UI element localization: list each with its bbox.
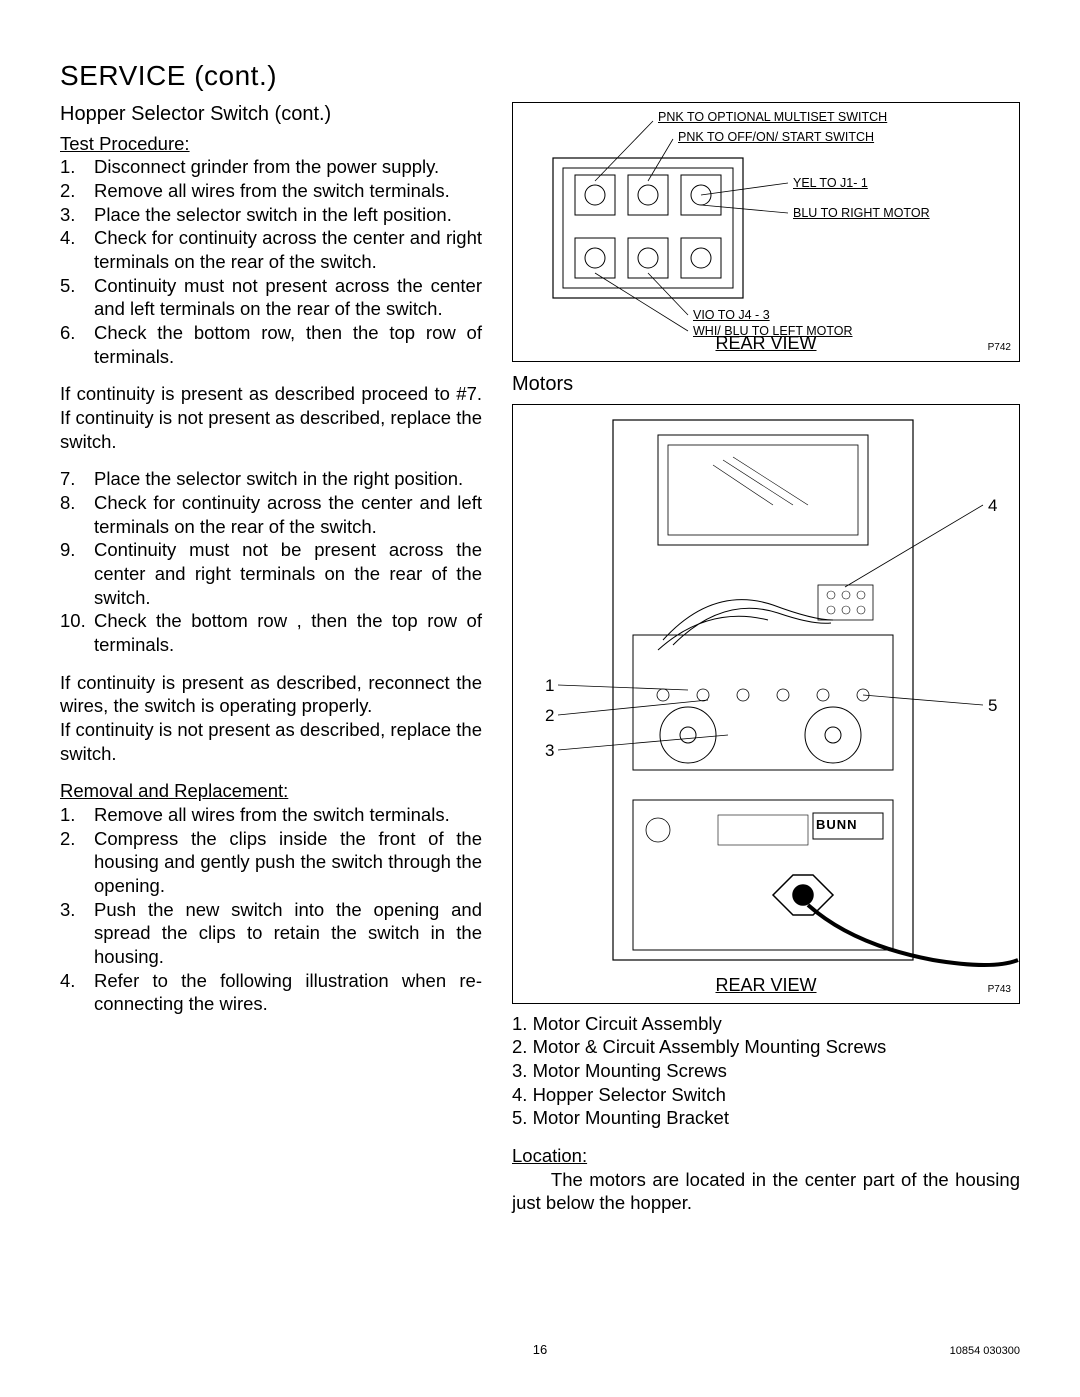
switch-rear-view-figure: PNK TO OPTIONAL MULTISET SWITCH PNK TO O… bbox=[512, 102, 1020, 362]
step-num: 8. bbox=[60, 491, 94, 538]
step-num: 5. bbox=[60, 274, 94, 321]
motor-parts-list: 1. Motor Circuit Assembly 2. Motor & Cir… bbox=[512, 1012, 1020, 1130]
figure1-id: P742 bbox=[988, 342, 1011, 355]
callout-1: 1 bbox=[545, 675, 554, 697]
wire-label-vio: VIO TO J4 - 3 bbox=[693, 307, 770, 323]
wire-label-blu: BLU TO RIGHT MOTOR bbox=[793, 205, 930, 221]
test-steps-b: 7.Place the selector switch in the right… bbox=[60, 467, 482, 656]
figure2-id: P743 bbox=[988, 984, 1011, 997]
step-text: Refer to the following illustration when… bbox=[94, 969, 482, 1016]
step-text: Push the new switch into the opening and… bbox=[94, 898, 482, 969]
step-text: Check for continuity across the center a… bbox=[94, 226, 482, 273]
wire-label-pnk-multiset: PNK TO OPTIONAL MULTISET SWITCH bbox=[658, 109, 887, 125]
callout-5: 5 bbox=[988, 695, 997, 717]
callout-3: 3 bbox=[545, 740, 554, 762]
step-text: Check the bottom row, then the top row o… bbox=[94, 321, 482, 368]
step-text: Place the selector switch in the left po… bbox=[94, 203, 482, 227]
brand-logo: BUNN bbox=[816, 817, 858, 834]
test-procedure-label: Test Procedure: bbox=[60, 132, 482, 156]
step-num: 6. bbox=[60, 321, 94, 368]
motor-list-item: 5. Motor Mounting Bracket bbox=[512, 1106, 1020, 1130]
step-num: 3. bbox=[60, 898, 94, 969]
callout-2: 2 bbox=[545, 705, 554, 727]
step-text: Check the bottom row , then the top row … bbox=[94, 609, 482, 656]
step-num: 1. bbox=[60, 155, 94, 179]
motor-list-item: 4. Hopper Selector Switch bbox=[512, 1083, 1020, 1107]
motor-list-item: 3. Motor Mounting Screws bbox=[512, 1059, 1020, 1083]
service-manual-page: SERVICE (cont.) Hopper Selector Switch (… bbox=[0, 0, 1080, 1397]
page-number: 16 bbox=[533, 1342, 547, 1357]
step-text: Compress the clips inside the front of t… bbox=[94, 827, 482, 898]
figure1-caption: REAR VIEW bbox=[715, 332, 816, 355]
step-num: 4. bbox=[60, 969, 94, 1016]
section-subhead: Hopper Selector Switch (cont.) bbox=[60, 102, 482, 128]
step-text: Continuity must not be present across th… bbox=[94, 538, 482, 609]
step-num: 4. bbox=[60, 226, 94, 273]
document-id: 10854 030300 bbox=[950, 1345, 1020, 1357]
grinder-rear-view-figure: BUNN 1 2 3 4 5 REAR VIEW P743 bbox=[512, 404, 1020, 1004]
page-title: SERVICE (cont.) bbox=[60, 60, 1020, 92]
end-para-1: If continuity is present as described, r… bbox=[60, 671, 482, 718]
figure2-caption: REAR VIEW bbox=[715, 974, 816, 997]
left-column: Hopper Selector Switch (cont.) Test Proc… bbox=[60, 102, 482, 1215]
step-num: 3. bbox=[60, 203, 94, 227]
step-num: 1. bbox=[60, 803, 94, 827]
location-text: The motors are located in the center par… bbox=[512, 1168, 1020, 1215]
step-text: Continuity must not present across the c… bbox=[94, 274, 482, 321]
step-text: Remove all wires from the switch termina… bbox=[94, 803, 482, 827]
callout-4: 4 bbox=[988, 495, 997, 517]
step-num: 9. bbox=[60, 538, 94, 609]
step-text: Place the selector switch in the right p… bbox=[94, 467, 482, 491]
step-text: Disconnect grinder from the power supply… bbox=[94, 155, 482, 179]
right-column: PNK TO OPTIONAL MULTISET SWITCH PNK TO O… bbox=[512, 102, 1020, 1215]
end-para-2: If continuity is not present as describe… bbox=[60, 718, 482, 765]
step-text: Check for continuity across the center a… bbox=[94, 491, 482, 538]
step-text: Remove all wires from the switch termina… bbox=[94, 179, 482, 203]
motor-list-item: 1. Motor Circuit Assembly bbox=[512, 1012, 1020, 1036]
motors-heading: Motors bbox=[512, 372, 1020, 398]
step-num: 2. bbox=[60, 179, 94, 203]
grinder-diagram-svg bbox=[513, 405, 1019, 1001]
removal-replacement-label: Removal and Replacement: bbox=[60, 779, 482, 803]
step-num: 2. bbox=[60, 827, 94, 898]
two-column-layout: Hopper Selector Switch (cont.) Test Proc… bbox=[60, 102, 1020, 1215]
motor-list-item: 2. Motor & Circuit Assembly Mounting Scr… bbox=[512, 1035, 1020, 1059]
test-steps-a: 1.Disconnect grinder from the power supp… bbox=[60, 155, 482, 368]
wire-label-yel: YEL TO J1- 1 bbox=[793, 175, 868, 191]
step-num: 7. bbox=[60, 467, 94, 491]
mid-paragraph: If continuity is present as described pr… bbox=[60, 382, 482, 453]
step-num: 10. bbox=[60, 609, 94, 656]
wire-label-pnk-offon: PNK TO OFF/ON/ START SWITCH bbox=[678, 129, 874, 145]
removal-steps: 1.Remove all wires from the switch termi… bbox=[60, 803, 482, 1016]
location-label: Location: bbox=[512, 1144, 1020, 1168]
